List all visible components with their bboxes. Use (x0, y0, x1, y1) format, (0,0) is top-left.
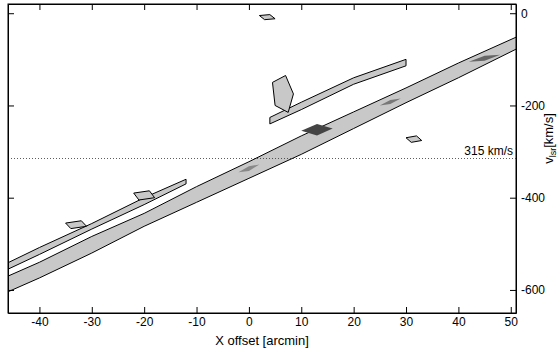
contour-region (380, 99, 401, 106)
contour-region (301, 124, 332, 136)
tick-mark (511, 4, 512, 10)
tick-mark (510, 290, 516, 291)
tick-mark (458, 307, 459, 313)
tick-mark (510, 105, 516, 106)
tick: 0 (246, 307, 253, 329)
tick-label: 10 (295, 315, 309, 329)
plot-frame (8, 4, 516, 313)
tick-label: 20 (347, 315, 361, 329)
tick: 20 (347, 307, 361, 329)
tick-mark (510, 198, 516, 199)
tick-mark (92, 4, 93, 10)
tick-mark (301, 307, 302, 313)
contour-region (406, 136, 422, 142)
tick (197, 4, 198, 10)
tick: 10 (295, 307, 309, 329)
contour-region (259, 15, 275, 20)
tick-label: -600 (521, 283, 545, 297)
chart: 315 km/s -40 -30 -20 -10 0 10 20 30 40 50 0 -200 -400… (0, 0, 560, 353)
tick-mark (39, 307, 40, 313)
tick-mark (511, 307, 512, 313)
tick (458, 4, 459, 10)
tick: -10 (188, 307, 206, 329)
tick (39, 4, 40, 10)
tick (8, 105, 14, 106)
tick (8, 13, 14, 14)
tick (8, 290, 14, 291)
tick-mark (301, 4, 302, 10)
tick (301, 4, 302, 10)
tick-label: -40 (31, 315, 49, 329)
axis-line (8, 5, 9, 314)
contour-region (272, 75, 293, 112)
tick: -30 (84, 307, 102, 329)
contour-region (66, 221, 87, 229)
tick (354, 4, 355, 10)
tick (249, 4, 250, 10)
tick (8, 198, 14, 199)
tick (511, 4, 512, 10)
tick-mark (144, 4, 145, 10)
tick-mark (510, 13, 516, 14)
contour-region (134, 191, 155, 200)
y-axis-title-unit: [km/s] (541, 113, 556, 148)
tick-label: 0 (521, 7, 528, 21)
annotation: 315 km/s (464, 144, 513, 158)
tick-mark (92, 307, 93, 313)
tick-label: -200 (521, 99, 545, 113)
tick-mark (197, 307, 198, 313)
tick-label: 50 (505, 315, 519, 329)
tick: -600 (510, 283, 545, 297)
tick: -400 (510, 191, 545, 205)
tick-mark (8, 13, 14, 14)
tick-label: -10 (188, 315, 206, 329)
tick-mark (354, 4, 355, 10)
tick: 40 (452, 307, 466, 329)
tick-label: -20 (136, 315, 154, 329)
axis-line (516, 5, 517, 314)
tick-mark (39, 4, 40, 10)
axis: -40 -30 -20 -10 0 10 20 30 40 50 (9, 307, 519, 329)
contour-region (8, 179, 186, 269)
contour-region (238, 164, 259, 172)
tick-mark (354, 307, 355, 313)
tick-mark (8, 290, 14, 291)
axis-line (9, 4, 517, 5)
tick-label: -400 (521, 191, 545, 205)
contour-region (270, 59, 406, 124)
tick-mark (458, 4, 459, 10)
tick: 0 (510, 7, 528, 21)
tick: 30 (400, 307, 414, 329)
tick-mark (8, 105, 14, 106)
tick-mark (197, 4, 198, 10)
tick-mark (406, 4, 407, 10)
y-axis-title: vlsr[km/s] (541, 113, 558, 164)
contour-region (469, 55, 500, 62)
tick-mark (144, 307, 145, 313)
tick-mark (406, 307, 407, 313)
tick: -20 (136, 307, 154, 329)
axis (9, 4, 517, 10)
tick-mark (249, 4, 250, 10)
tick-label: 40 (452, 315, 466, 329)
reference-line (8, 158, 516, 159)
tick-mark (249, 307, 250, 313)
tick: -200 (510, 99, 545, 113)
tick: -40 (31, 307, 49, 329)
tick-label: -30 (84, 315, 102, 329)
tick (92, 4, 93, 10)
tick (406, 4, 407, 10)
tick-label: 30 (400, 315, 414, 329)
tick-label: 0 (246, 315, 253, 329)
axis (8, 5, 14, 314)
plot-area (8, 15, 516, 292)
x-axis-title: X offset [arcmin] (215, 333, 309, 348)
y-axis-title-sub: lsr (548, 148, 558, 158)
tick (144, 4, 145, 10)
contour-region (8, 37, 516, 292)
tick-mark (8, 198, 14, 199)
